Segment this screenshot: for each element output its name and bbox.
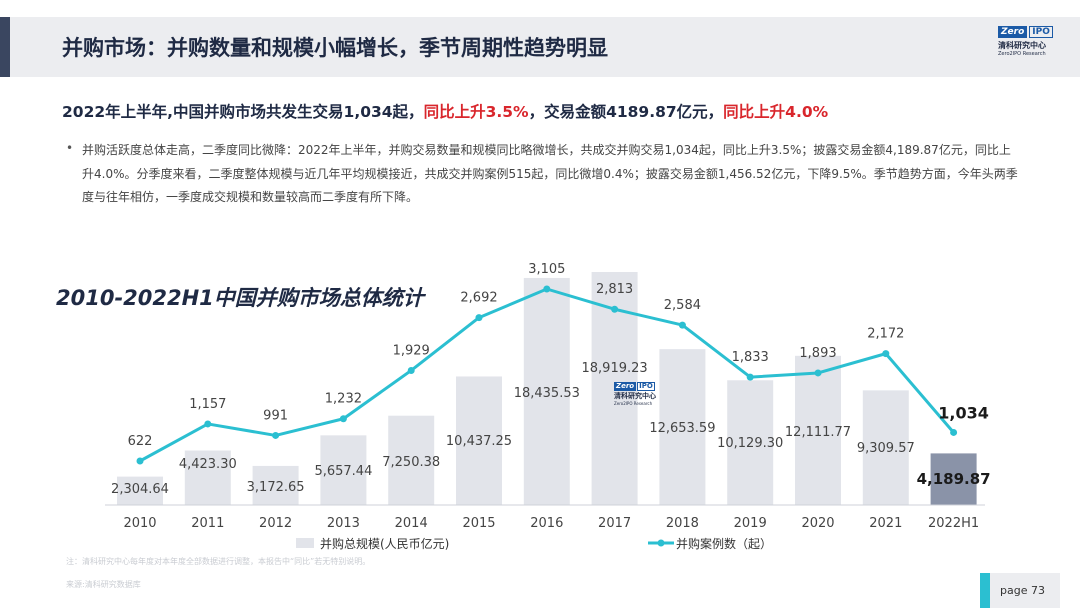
line-value-label-2019: 1,833 bbox=[732, 350, 769, 365]
line-point-2012 bbox=[272, 431, 280, 439]
x-tick-label-2013: 2013 bbox=[327, 516, 360, 531]
bar-value-label-2020: 12,111.77 bbox=[785, 425, 851, 440]
bar-value-label-2015: 10,437.25 bbox=[446, 434, 512, 449]
bar-value-label-2017: 18,919.23 bbox=[582, 361, 648, 376]
bar-2022H1 bbox=[930, 453, 977, 505]
x-tick-label-2017: 2017 bbox=[598, 516, 631, 531]
x-tick-label-2016: 2016 bbox=[530, 516, 563, 531]
line-point-2018 bbox=[678, 321, 686, 329]
line-point-2013 bbox=[339, 415, 347, 423]
line-value-label-2011: 1,157 bbox=[189, 397, 226, 412]
watermark-en-text: Zero2IPO Research bbox=[614, 401, 653, 406]
line-point-2017 bbox=[611, 305, 619, 313]
line-point-2020 bbox=[814, 369, 822, 377]
line-point-2022H1 bbox=[950, 428, 958, 436]
line-point-2016 bbox=[543, 285, 551, 293]
x-tick-label-2020: 2020 bbox=[801, 516, 834, 531]
bar-value-label-2022H1: 4,189.87 bbox=[917, 470, 991, 488]
watermark-cn-text: 清科研究中心 bbox=[614, 392, 656, 400]
logo-zero-text: Zero bbox=[998, 26, 1028, 38]
page-tab bbox=[990, 573, 1060, 608]
bar-2021 bbox=[862, 390, 909, 505]
line-point-2021 bbox=[882, 350, 890, 358]
zero2ipo-logo: Zero IPO 清科研究中心 Zero2IPO Research bbox=[998, 26, 1062, 66]
bar-2015 bbox=[456, 376, 502, 505]
header-accent-bar bbox=[0, 17, 10, 77]
chart-title: 2010-2022H1中国并购市场总体统计 bbox=[56, 286, 424, 310]
line-value-label-2016: 3,105 bbox=[528, 262, 565, 277]
bar-2013 bbox=[320, 435, 367, 505]
line-value-label-2022H1: 1,034 bbox=[938, 403, 989, 422]
bar-2011 bbox=[184, 450, 231, 505]
line-value-label-2010: 622 bbox=[128, 434, 153, 449]
line-value-label-2021: 2,172 bbox=[867, 327, 904, 342]
bar-2016 bbox=[523, 277, 570, 505]
summary-highlight-amount: 同比上升4.0% bbox=[723, 103, 829, 121]
line-point-2010 bbox=[136, 457, 144, 465]
x-tick-label-2012: 2012 bbox=[259, 516, 292, 531]
line-value-label-2014: 1,929 bbox=[393, 343, 430, 358]
logo-ipo-text: IPO bbox=[1029, 26, 1053, 38]
bar-value-label-2021: 9,309.57 bbox=[857, 441, 915, 456]
bar-2018 bbox=[659, 349, 706, 505]
source-note: 来源:清科研究数据库 bbox=[66, 580, 141, 589]
watermark-ipo-text: IPO bbox=[637, 382, 655, 391]
page-tab-accent bbox=[980, 573, 990, 608]
bar-value-label-2010: 2,304.64 bbox=[111, 482, 169, 497]
bar-value-label-2014: 7,250.38 bbox=[382, 455, 440, 470]
body-paragraph: 并购活跃度总体走高，二季度同比微降：2022年上半年，并购交易数量和规模同比略微… bbox=[82, 143, 1018, 204]
line-value-label-2013: 1,232 bbox=[325, 392, 362, 407]
header-band bbox=[0, 17, 1080, 77]
line-point-2019 bbox=[746, 373, 754, 381]
page-title: 并购市场：并购数量和规模小幅增长，季节周期性趋势明显 bbox=[62, 36, 608, 60]
x-tick-label-2022H1: 2022H1 bbox=[928, 516, 979, 531]
bar-2020 bbox=[795, 355, 841, 505]
x-tick-label-2019: 2019 bbox=[734, 516, 767, 531]
logo-en-text: Zero2IPO Research bbox=[998, 51, 1046, 57]
legend-label-bar: 并购总规模(人民币亿元) bbox=[320, 536, 449, 551]
page-number: page 73 bbox=[1000, 584, 1045, 597]
summary-part1: 2022年上半年,中国并购市场共发生交易1,034起， bbox=[62, 103, 424, 121]
line-value-label-2015: 2,692 bbox=[460, 291, 497, 306]
bar-value-label-2013: 5,657.44 bbox=[314, 464, 372, 479]
footnote: 注：清科研究中心每年度对本年度全部数据进行调整，本报告中“同比”若无特别说明。 bbox=[66, 557, 371, 566]
x-tick-label-2014: 2014 bbox=[395, 516, 428, 531]
summary-headline: 2022年上半年,中国并购市场共发生交易1,034起，同比上升3.5%，交易金额… bbox=[62, 100, 828, 122]
bar-2019 bbox=[727, 380, 774, 505]
x-tick-label-2010: 2010 bbox=[123, 516, 156, 531]
line-value-label-2018: 2,584 bbox=[664, 298, 701, 313]
bar-value-label-2019: 10,129.30 bbox=[717, 436, 783, 451]
bar-2010 bbox=[117, 476, 163, 505]
line-value-label-2017: 2,813 bbox=[596, 282, 633, 297]
bar-value-label-2016: 18,435.53 bbox=[514, 386, 580, 401]
x-tick-label-2021: 2021 bbox=[869, 516, 902, 531]
line-point-2011 bbox=[204, 420, 212, 428]
summary-highlight-count: 同比上升3.5% bbox=[423, 103, 529, 121]
x-tick-label-2018: 2018 bbox=[666, 516, 699, 531]
x-tick-label-2011: 2011 bbox=[191, 516, 224, 531]
legend-label-line: 并购案例数（起） bbox=[676, 536, 772, 551]
bar-value-label-2012: 3,172.65 bbox=[247, 480, 305, 495]
logo-cn-text: 清科研究中心 bbox=[998, 41, 1046, 50]
bullet-dot: • bbox=[66, 141, 74, 155]
legend-swatch-line-dot bbox=[657, 539, 665, 547]
line-point-2015 bbox=[475, 314, 483, 322]
summary-part3: ，交易金额4189.87亿元， bbox=[528, 103, 724, 121]
bar-2012 bbox=[252, 465, 299, 505]
bar-value-label-2011: 4,423.30 bbox=[179, 457, 237, 472]
chart-watermark-logo: Zero IPO 清科研究中心 Zero2IPO Research bbox=[614, 382, 668, 406]
line-value-label-2020: 1,893 bbox=[799, 346, 836, 361]
bar-2014 bbox=[388, 415, 435, 505]
x-tick-label-2015: 2015 bbox=[462, 516, 495, 531]
legend-swatch-bar bbox=[296, 538, 314, 548]
watermark-zero-text: Zero bbox=[614, 382, 637, 391]
line-point-2014 bbox=[407, 366, 415, 374]
line-value-label-2012: 991 bbox=[263, 408, 288, 423]
bar-value-label-2018: 12,653.59 bbox=[649, 421, 715, 436]
